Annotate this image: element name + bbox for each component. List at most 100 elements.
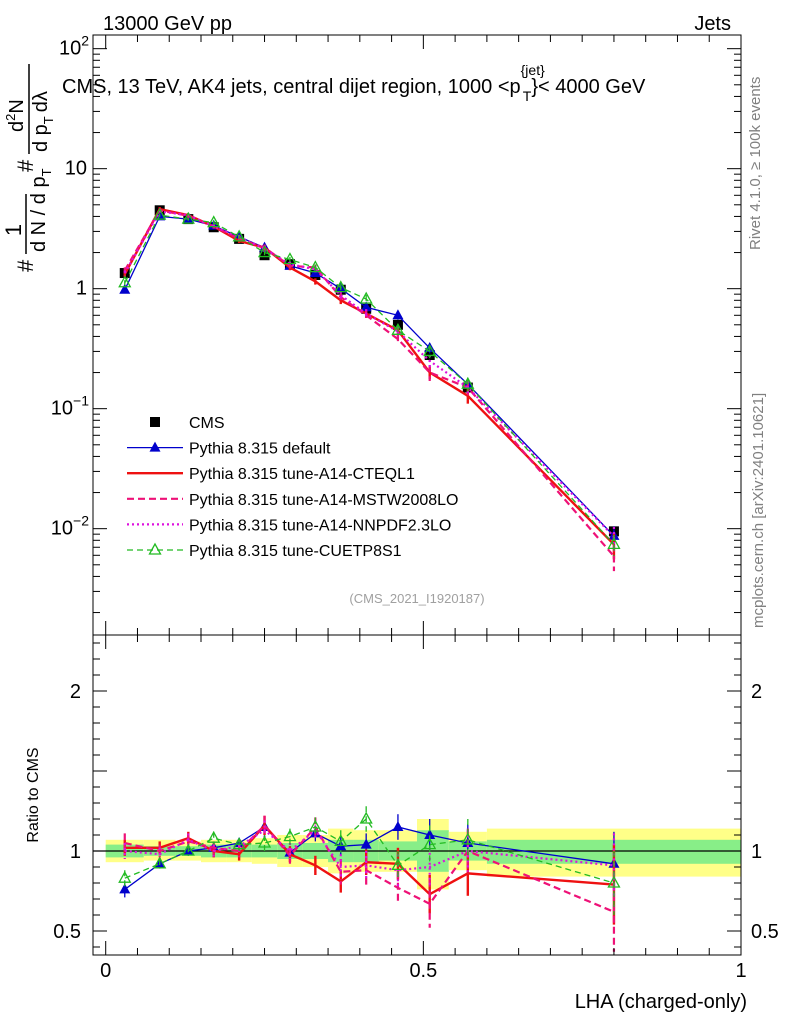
- series-point-default: [392, 309, 404, 320]
- ratio-ytick-label-left: 2: [70, 681, 81, 703]
- ratio-point-cuetp8s1: [153, 856, 167, 869]
- rivet-label: Rivet 4.1.0, ≥ 100k events: [747, 77, 764, 250]
- ratio-series-cuetp8s1: [118, 806, 621, 915]
- ylabel-hash-2: #: [13, 159, 38, 172]
- legend-item-mstw: Pythia 8.315 tune-A14-MSTW2008LO: [127, 492, 458, 509]
- series-data: [119, 205, 619, 537]
- main-ylabel: # 1 d N / d pT # d2N d pTdλ: [1, 64, 56, 272]
- ratio-point-cuetp8s1: [283, 829, 297, 842]
- xtick-label: 0: [100, 960, 111, 982]
- series-point-cuetp8s1: [257, 245, 272, 258]
- x-ticks: 0 0.5 1: [100, 35, 747, 982]
- legend-item-data: CMS: [150, 415, 225, 432]
- series-line-default: [124, 215, 615, 537]
- ratio-ytick-label-right: 0.5: [751, 921, 779, 943]
- ratio-point-default: [360, 838, 372, 849]
- series-point-cuetp8s1: [308, 260, 322, 273]
- ratio-point-cuetp8s1: [232, 837, 246, 850]
- series-point-cuetp8s1: [391, 322, 405, 335]
- ratio-point-cuetp8s1: [207, 830, 221, 843]
- legend-label-default: Pythia 8.315 default: [189, 441, 331, 458]
- ratio-ylabel: Ratio to CMS: [25, 747, 42, 842]
- watermark: (CMS_2021_I1920187): [349, 591, 484, 606]
- ratio-point-cuetp8s1: [359, 811, 373, 824]
- ratio-point-cuetp8s1: [391, 858, 405, 871]
- header-right: Jets: [694, 13, 731, 35]
- legend-item-default: Pythia 8.315 default: [127, 441, 331, 458]
- series-point-cuetp8s1: [461, 376, 475, 389]
- legend-label-cuetp8s1: Pythia 8.315 tune-CUETP8S1: [189, 543, 402, 560]
- series-point-cuetp8s1: [283, 252, 297, 265]
- ylabel-denominator-1: d N / d pT: [28, 168, 54, 252]
- main-title-sub: T: [523, 88, 532, 104]
- series-point-default: [119, 283, 131, 294]
- mcplots-label: mcplots.cern.ch [arXiv:2401.10621]: [750, 393, 767, 628]
- legend: CMS Pythia 8.315 default Pythia 8.315 tune…: [127, 415, 458, 560]
- ratio-y-ticks: 0.5 0.5 1 1 2 2: [53, 642, 779, 948]
- legend-marker-cuetp8s1: [148, 542, 162, 555]
- main-title-sup: {jet}: [521, 62, 545, 78]
- ratio-point-cuetp8s1: [423, 837, 437, 850]
- ratio-line-nnpdf: [124, 828, 615, 872]
- series-point-data: [259, 250, 270, 261]
- main-ytick-label: 10: [65, 158, 87, 180]
- series-point-cuetp8s1: [607, 537, 621, 550]
- ratio-point-default: [119, 883, 131, 894]
- series-point-cuetp8s1: [118, 275, 132, 288]
- ratio-point-cuetp8s1: [118, 870, 132, 883]
- ratio-ytick-label-right: 1: [751, 841, 762, 863]
- ratio-line-cteql1: [124, 823, 614, 896]
- ratio-point-default: [392, 821, 404, 831]
- series-point-cuetp8s1: [334, 280, 348, 293]
- xtick-label: 1: [735, 960, 746, 982]
- series-point-cuetp8s1: [153, 207, 167, 220]
- ratio-uncertainty-bands: [105, 819, 741, 890]
- ratio-point-cuetp8s1: [308, 819, 322, 832]
- legend-label-cteql1: Pythia 8.315 tune-A14-CTEQL1: [189, 466, 415, 483]
- main-ytick-label: 10−2: [51, 513, 89, 540]
- main-ytick-label: 102: [59, 33, 89, 60]
- ratio-point-default: [424, 829, 436, 839]
- series-line-nnpdf: [123, 210, 615, 538]
- main-ytick-label: 10−1: [51, 393, 89, 420]
- legend-item-cuetp8s1: Pythia 8.315 tune-CUETP8S1: [127, 542, 402, 560]
- series-point-default: [360, 301, 372, 312]
- series-point-cuetp8s1: [181, 211, 195, 224]
- series-point-cuetp8s1: [207, 215, 221, 228]
- ratio-panel: 0 0.5 10.5 0.51 12 2: [53, 35, 779, 982]
- legend-item-cteql1: Pythia 8.315 tune-A14-CTEQL1: [127, 466, 415, 483]
- ylabel-numerator-2: d2N: [3, 99, 28, 132]
- legend-label-nnpdf: Pythia 8.315 tune-A14-NNPDF2.3LO: [189, 517, 451, 534]
- ratio-ytick-label-left: 0.5: [53, 921, 81, 943]
- xtick-label: 0.5: [409, 960, 437, 982]
- ratio-ytick-label-left: 1: [70, 841, 81, 863]
- legend-marker-data: [150, 417, 160, 427]
- ratio-point-cuetp8s1: [461, 832, 475, 845]
- legend-label-mstw: Pythia 8.315 tune-A14-MSTW2008LO: [189, 492, 458, 509]
- main-title-prefix: CMS, 13 TeV, AK4 jets, central dijet reg…: [62, 76, 521, 98]
- series-point-cuetp8s1: [359, 291, 373, 304]
- legend-label-data: CMS: [189, 415, 225, 432]
- ylabel-numerator-1: 1: [1, 224, 26, 236]
- header-left: 13000 GeV pp: [103, 13, 232, 35]
- ylabel-hash-1: #: [13, 259, 38, 272]
- main-ytick-label: 1: [76, 278, 87, 300]
- main-y-ticks: 102 10 1 10−1 10−2: [51, 33, 741, 614]
- ratio-point-cuetp8s1: [257, 835, 272, 848]
- ratio-point-cuetp8s1: [181, 843, 195, 856]
- ratio-point-cuetp8s1: [334, 834, 348, 847]
- series-point-cuetp8s1: [232, 229, 246, 242]
- ratio-point-cuetp8s1: [607, 875, 621, 888]
- ylabel-denominator-2: d pTdλ: [30, 91, 56, 152]
- legend-item-nnpdf: Pythia 8.315 tune-A14-NNPDF2.3LO: [127, 517, 451, 534]
- x-axis-label: LHA (charged-only): [575, 991, 747, 1013]
- ratio-frame: [92, 634, 742, 956]
- series-cuetp8s1: [118, 207, 621, 556]
- ratio-line-mstw: [124, 823, 615, 913]
- legend-marker-default: [149, 441, 161, 452]
- main-title: CMS, 13 TeV, AK4 jets, central dijet reg…: [62, 62, 646, 104]
- series-point-cuetp8s1: [423, 344, 437, 357]
- ratio-ytick-label-right: 2: [751, 681, 762, 703]
- main-title-suffix: }< 4000 GeV: [531, 76, 646, 98]
